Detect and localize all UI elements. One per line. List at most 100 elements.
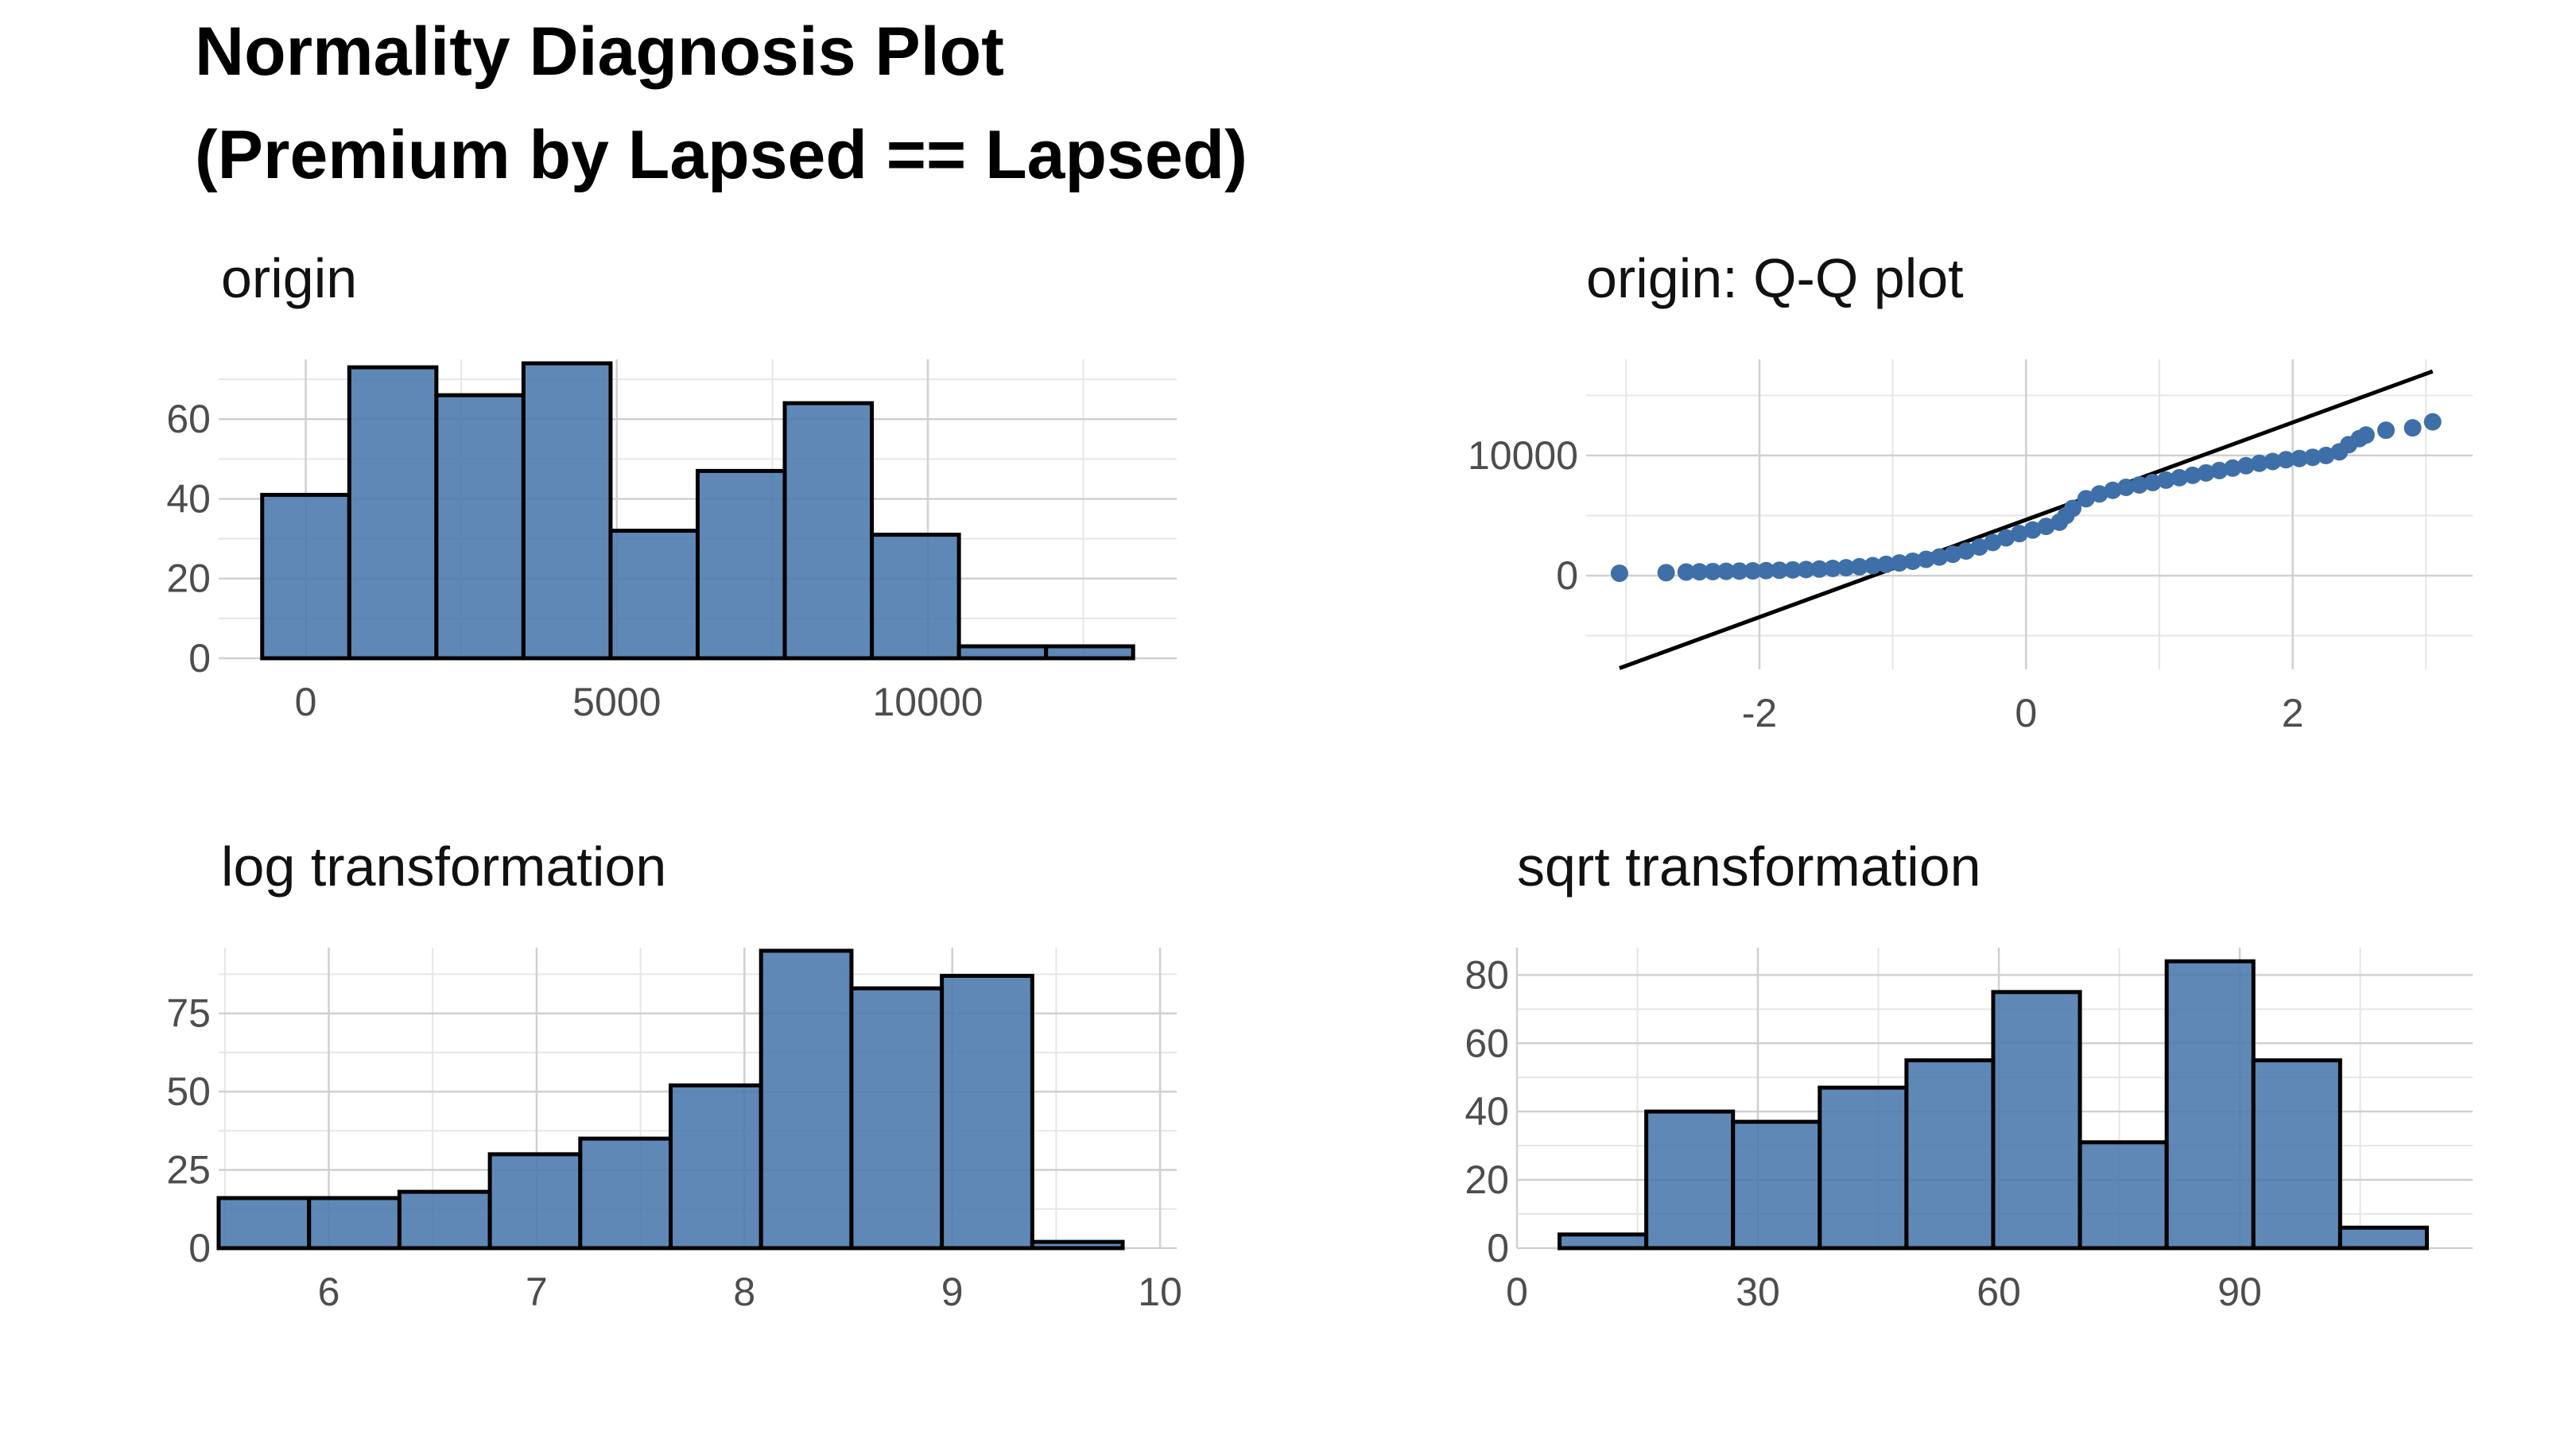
log-y-tick-label: 75 [166, 991, 211, 1036]
qq-point [1717, 562, 1736, 580]
qq-point [2197, 463, 2215, 482]
qq-point [2377, 421, 2396, 440]
sqrt-bar [2251, 1058, 2342, 1251]
qq-point [1730, 562, 1748, 580]
qq-x-tick-label: 2 [2282, 691, 2304, 735]
qq-point [1810, 560, 1829, 578]
qq-point [2210, 461, 2229, 479]
origin-bar [434, 393, 526, 661]
sqrt-x-tick-label: 90 [2217, 1270, 2262, 1314]
origin-x-tick-label: 10000 [872, 680, 983, 724]
qq-point [1690, 563, 1709, 581]
qq-x-tick-label: 0 [2015, 691, 2037, 735]
origin-y-tick-label: 40 [166, 476, 211, 521]
qq-point [2277, 451, 2295, 469]
log-x-tick-label: 10 [1138, 1270, 1182, 1314]
log-x-tick-label: 8 [733, 1270, 755, 1314]
origin-bar [521, 361, 613, 661]
qq-point [2423, 413, 2442, 431]
qq-point [1677, 563, 1695, 581]
qq-point [2157, 471, 2175, 489]
log-x-tick-label: 7 [526, 1270, 548, 1314]
qq-point [1917, 550, 1935, 568]
sqrt-bar [1558, 1232, 1649, 1251]
qq-point [2037, 518, 2055, 536]
sqrt-y-tick-label: 80 [1465, 952, 1509, 997]
sqrt-y-tick-label: 0 [1487, 1226, 1509, 1270]
panel-title-origin: origin [221, 247, 358, 309]
qq-point [2237, 456, 2255, 475]
sqrt-x-tick-label: 30 [1736, 1270, 1780, 1314]
sqrt-bar [2077, 1140, 2169, 1251]
log-bar [1030, 1239, 1125, 1251]
origin-x-tick-label: 0 [295, 680, 317, 724]
qq-point [1957, 542, 1975, 560]
qq-point [2250, 454, 2268, 472]
origin-y-tick-label: 60 [166, 397, 211, 441]
log-bar [307, 1196, 402, 1251]
qq-point [2171, 468, 2189, 487]
log-x-tick-label: 9 [941, 1270, 964, 1314]
panel-title-sqrt: sqrt transformation [1517, 836, 1981, 898]
qq-y-tick-label: 0 [1556, 553, 1578, 598]
panel-title-log: log transformation [221, 836, 667, 898]
qq-point [2357, 426, 2375, 444]
qq-y-tick-label: 10000 [1468, 433, 1578, 478]
sqrt-bar [1991, 990, 2082, 1251]
qq-point [2063, 499, 2081, 518]
qq-point [2291, 449, 2309, 467]
log-bar [487, 1152, 583, 1251]
qq-point [2224, 459, 2242, 477]
sqrt-x-tick-label: 0 [1506, 1270, 1528, 1314]
log-bar [940, 973, 1034, 1251]
qq-point [1797, 560, 1815, 579]
log-x-tick-label: 6 [318, 1270, 340, 1314]
origin-bar [1044, 644, 1135, 661]
qq-point [1903, 552, 1922, 570]
qq-point [1704, 562, 1722, 580]
main-title: Normality Diagnosis Plot (Premium by Lap… [195, 0, 1247, 207]
qq-point [1757, 561, 1775, 580]
log-bar [669, 1083, 763, 1251]
origin-bar [956, 644, 1049, 661]
qq-point [1864, 556, 1882, 575]
log-y-tick-label: 0 [188, 1226, 211, 1270]
log-bar [216, 1196, 312, 1251]
qq-x-tick-label: -2 [1742, 691, 1777, 735]
origin-bar [870, 533, 961, 661]
qq-point [2090, 485, 2109, 503]
qq-point [1930, 548, 1949, 566]
sqrt-y-tick-label: 60 [1465, 1021, 1509, 1065]
qq-point [1877, 555, 1895, 573]
qq-point [1837, 559, 1855, 577]
qq-point [1970, 538, 1988, 556]
qq-point [2104, 481, 2122, 499]
origin-bar [696, 468, 787, 661]
qq-point [2117, 478, 2136, 496]
sqrt-bar [1731, 1119, 1822, 1251]
qq-point [2023, 521, 2042, 539]
origin-y-tick-label: 0 [188, 636, 211, 681]
qq-point [2130, 475, 2148, 494]
qq-point [1744, 562, 1762, 580]
origin-bar [260, 492, 351, 661]
qq-point [1891, 554, 1909, 572]
log-y-tick-label: 50 [166, 1069, 211, 1114]
log-bar [758, 948, 854, 1251]
qq-point [2403, 419, 2422, 437]
qq-point [1783, 560, 1802, 579]
qq-point [2264, 452, 2282, 471]
qq-point [1657, 564, 1675, 582]
main-title-line2: (Premium by Lapsed == Lapsed) [195, 117, 1247, 193]
sqrt-y-tick-label: 20 [1465, 1158, 1509, 1202]
sqrt-bar [1904, 1058, 1996, 1251]
log-y-tick-label: 25 [166, 1148, 211, 1192]
qq-point [1984, 533, 2002, 552]
qq-point [2010, 525, 2028, 543]
origin-bar [608, 529, 700, 661]
qq-point [1824, 560, 1842, 578]
origin-bar [347, 365, 439, 661]
qq-reference-line [1619, 369, 2434, 670]
